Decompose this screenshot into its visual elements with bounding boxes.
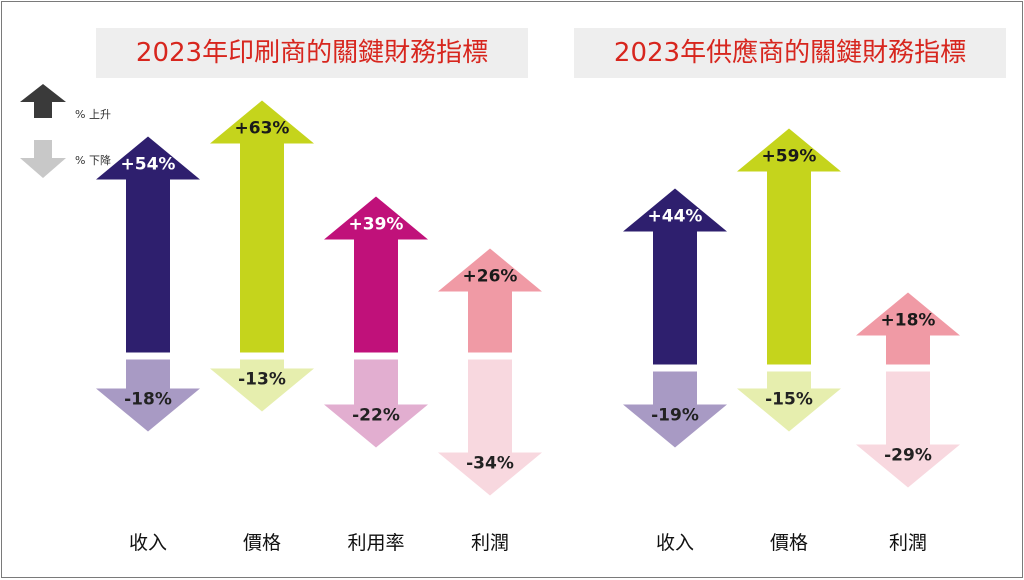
category-label: 利潤	[471, 532, 509, 554]
up-value-label: +39%	[349, 215, 404, 235]
down-arrow-bar	[96, 359, 200, 432]
up-arrow-bar	[623, 188, 727, 365]
down-value-label: -22%	[352, 406, 400, 426]
category-label: 利潤	[889, 532, 927, 554]
down-value-label: -19%	[651, 406, 699, 426]
up-value-label: +18%	[881, 311, 936, 331]
legend-up-arrow-icon	[20, 84, 66, 118]
down-arrow-bar	[623, 371, 727, 448]
down-arrow-bar	[856, 371, 960, 488]
up-arrow-bar	[438, 248, 542, 353]
legend-down-label: % 下降	[75, 154, 111, 167]
down-value-label: -29%	[884, 446, 932, 466]
category-label: 收入	[129, 532, 167, 554]
category-label: 收入	[656, 532, 694, 554]
up-arrow-bar	[856, 292, 960, 365]
up-arrow-bar	[210, 100, 314, 353]
down-value-label: -15%	[765, 390, 813, 410]
chart-title-suppliers: 2023年供應商的關鍵財務指標	[574, 28, 1006, 78]
up-value-label: +59%	[762, 147, 817, 167]
legend-up-label: % 上升	[75, 108, 111, 121]
category-label: 利用率	[347, 532, 404, 554]
legend-down-arrow-icon	[20, 140, 66, 178]
category-label: 價格	[770, 532, 808, 554]
up-value-label: +63%	[235, 119, 290, 139]
down-arrow-bar	[737, 371, 841, 432]
up-value-label: +54%	[121, 155, 176, 175]
down-arrow-bar	[210, 359, 314, 412]
down-value-label: -13%	[238, 370, 286, 390]
up-arrow-bar	[96, 136, 200, 353]
down-value-label: -34%	[466, 454, 514, 474]
category-label: 價格	[243, 532, 281, 554]
down-value-label: -18%	[124, 390, 172, 410]
down-arrow-bar	[324, 359, 428, 448]
up-value-label: +26%	[463, 267, 518, 287]
chart-title-printers: 2023年印刷商的關鍵財務指標	[96, 28, 528, 78]
down-arrow-bar	[438, 359, 542, 496]
up-arrow-bar	[324, 196, 428, 353]
up-value-label: +44%	[648, 207, 703, 227]
up-arrow-bar	[737, 128, 841, 365]
